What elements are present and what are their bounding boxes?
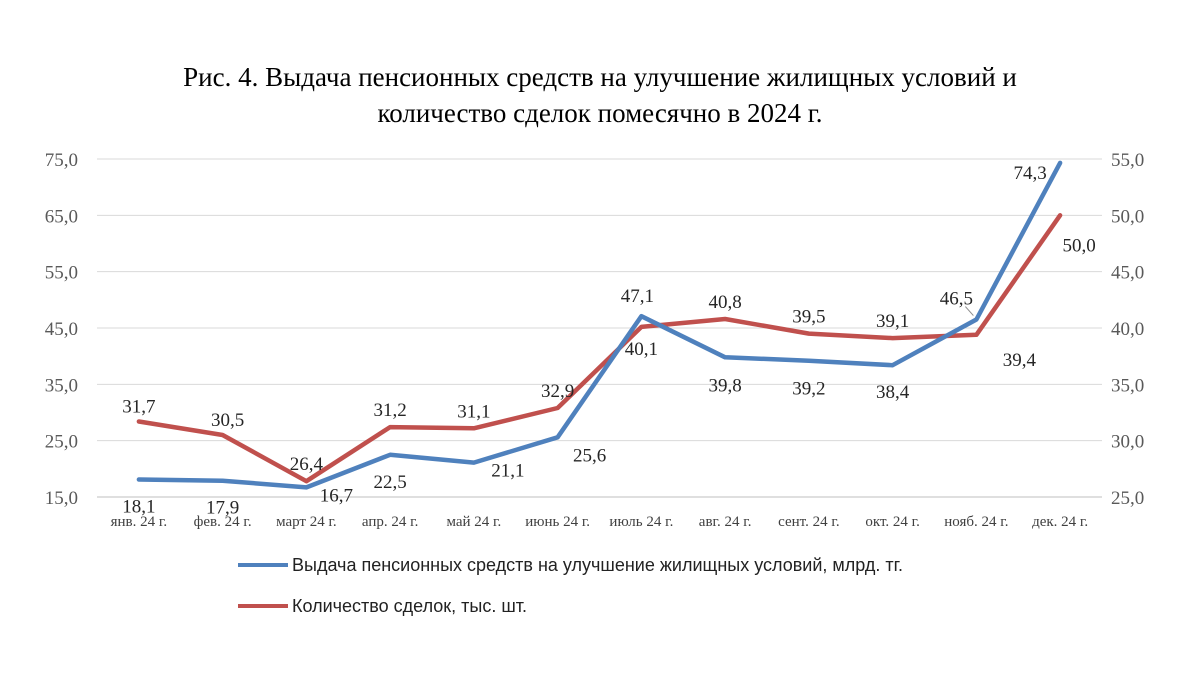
left-tick-label: 45,0: [45, 319, 78, 340]
data-label-deals: 31,1: [457, 401, 490, 422]
data-label-deals: 50,0: [1063, 235, 1096, 256]
left-tick-label: 65,0: [45, 206, 78, 227]
data-label-pension: 16,7: [320, 485, 353, 506]
left-tick-label: 15,0: [45, 488, 78, 509]
data-label-pension: 46,5: [940, 289, 973, 310]
legend-entry-pension: Выдача пенсионных средств на улучшение ж…: [238, 553, 903, 577]
x-tick-label: сент. 24 г.: [778, 514, 839, 530]
x-tick-label: фев. 24 г.: [194, 514, 252, 530]
right-tick-label: 30,0: [1111, 432, 1144, 453]
data-label-pension: 22,5: [374, 472, 407, 493]
x-tick-label: янв. 24 г.: [111, 514, 167, 530]
data-label-deals: 31,7: [122, 397, 155, 418]
right-tick-label: 40,0: [1111, 319, 1144, 340]
data-label-pension: 21,1: [491, 461, 524, 482]
right-tick-label: 55,0: [1111, 150, 1144, 171]
x-tick-label: март 24 г.: [276, 514, 337, 530]
legend-swatch-pension: [238, 563, 288, 567]
data-label-pension: 47,1: [621, 286, 654, 307]
data-label-pension: 39,2: [792, 379, 825, 400]
grid-lines: [97, 158, 1102, 498]
data-label-deals: 31,2: [374, 400, 407, 421]
data-label-pension: 38,4: [876, 382, 910, 403]
data-label-deals: 30,5: [211, 410, 244, 431]
right-tick-label: 35,0: [1111, 375, 1144, 396]
x-tick-label: июнь 24 г.: [525, 514, 590, 530]
data-label-deals: 39,5: [792, 307, 825, 328]
series-line-deals: [136, 213, 1063, 484]
data-label-deals: 40,8: [709, 292, 742, 313]
label-leader-line: [965, 306, 974, 316]
series-lines: [136, 160, 1063, 490]
legend-entry-deals: Количество сделок, тыс. шт.: [238, 594, 527, 618]
x-tick-label: окт. 24 г.: [865, 514, 919, 530]
data-labels: 18,1 17,9 16,7 22,5 21,1 25,6 47,1 39,8 39,2 38,4…: [122, 163, 1096, 519]
data-label-pension: 25,6: [573, 445, 606, 466]
data-label-pension: 17,9: [206, 498, 239, 519]
data-label-deals: 26,4: [290, 454, 324, 475]
chart-title-line-1: Рис. 4. Выдача пенсионных средств на улу…: [183, 62, 1017, 92]
data-label-deals: 39,4: [1003, 350, 1037, 371]
legend-label-pension: Выдача пенсионных средств на улучшение ж…: [292, 554, 903, 575]
x-tick-label: май 24 г.: [446, 514, 501, 530]
data-label-pension: 39,8: [709, 375, 742, 396]
x-tick-label: июль 24 г.: [609, 514, 673, 530]
left-tick-label: 75,0: [45, 150, 78, 171]
x-tick-label: апр. 24 г.: [362, 514, 418, 530]
data-label-deals: 40,1: [625, 339, 658, 360]
x-tick-label: авг. 24 г.: [699, 514, 752, 530]
left-tick-label: 25,0: [45, 432, 78, 453]
data-label-deals: 32,9: [541, 381, 574, 402]
legend-label-deals: Количество сделок, тыс. шт.: [292, 595, 528, 616]
x-tick-label: нояб. 24 г.: [944, 514, 1008, 530]
right-tick-label: 25,0: [1111, 488, 1144, 509]
right-tick-label: 50,0: [1111, 206, 1144, 227]
series-line-pension: [136, 160, 1063, 490]
legend-swatch-deals: [238, 604, 288, 608]
left-tick-label: 55,0: [45, 263, 78, 284]
data-label-pension: 74,3: [1014, 163, 1047, 184]
left-axis-ticks: 15,0 25,0 35,0 45,0 55,0 65,0 75,0: [45, 150, 78, 509]
left-tick-label: 35,0: [45, 375, 78, 396]
right-tick-label: 45,0: [1111, 263, 1144, 284]
right-axis-ticks: 25,0 30,0 35,0 40,0 45,0 50,0 55,0: [1111, 150, 1144, 509]
x-tick-label: дек. 24 г.: [1032, 514, 1088, 530]
x-axis-ticks: янв. 24 г. фев. 24 г. март 24 г. апр. 24 г.…: [111, 514, 1089, 530]
chart-title-line-2: количество сделок помесячно в 2024 г.: [377, 98, 823, 128]
data-label-deals: 39,1: [876, 311, 909, 332]
data-label-pension: 18,1: [122, 497, 155, 518]
